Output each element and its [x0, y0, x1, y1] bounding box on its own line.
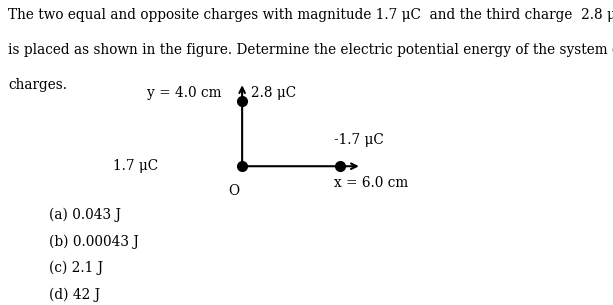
Text: The two equal and opposite charges with magnitude 1.7 μC  and the third charge  : The two equal and opposite charges with …	[8, 8, 613, 22]
Text: (b) 0.00043 J: (b) 0.00043 J	[49, 234, 139, 249]
Text: y = 4.0 cm: y = 4.0 cm	[147, 86, 222, 100]
Text: x = 6.0 cm: x = 6.0 cm	[334, 176, 408, 190]
Text: (d) 42 J: (d) 42 J	[49, 287, 100, 302]
Text: (a) 0.043 J: (a) 0.043 J	[49, 208, 121, 222]
Text: 2.8 μC: 2.8 μC	[251, 86, 297, 100]
Text: charges.: charges.	[8, 78, 67, 92]
Text: (c) 2.1 J: (c) 2.1 J	[49, 261, 103, 275]
Text: 1.7 μC: 1.7 μC	[113, 159, 158, 173]
Text: -1.7 μC: -1.7 μC	[334, 133, 384, 147]
Text: O: O	[228, 184, 239, 198]
Text: is placed as shown in the figure. Determine the electric potential energy of the: is placed as shown in the figure. Determ…	[8, 43, 613, 57]
